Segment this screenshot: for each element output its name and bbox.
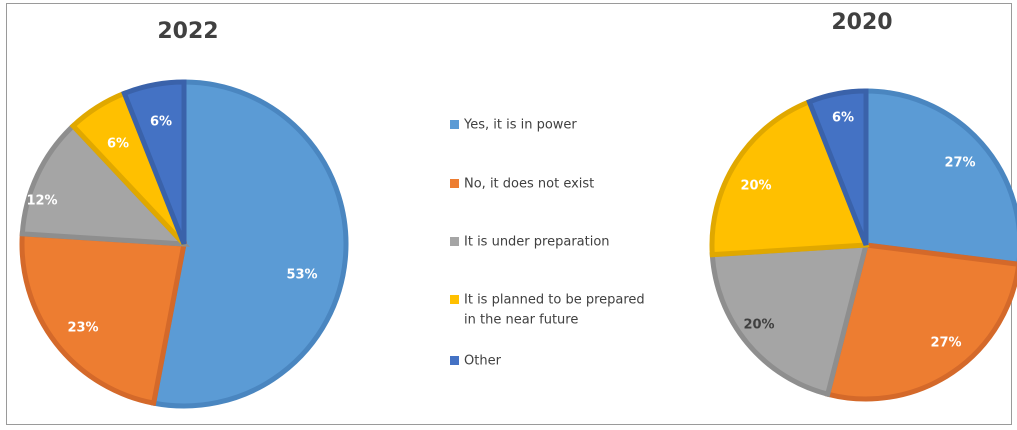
pie-2020-data-label-yes-it-is-in-power: 27% [944,156,975,171]
legend-label-other-line-1: Other [464,354,502,369]
pie-2022-slice-no-it-does-not-exist [19,231,187,407]
pie-2022-slice-it-is-under-preparation [19,122,191,247]
legend-swatch-it-is-planned-to-be-prepared-in-the-near-future [450,295,459,304]
legend-swatch-other [450,356,459,365]
pie-2022-data-label-it-is-under-preparation: 12% [26,194,57,209]
legend-label-it-is-planned-to-be-prepared-in-the-near-future-line-1: It is planned to be prepared [464,293,645,308]
chart-title-2022: 2022 [157,19,218,44]
pie-2020-data-label-no-it-does-not-exist: 27% [930,336,961,351]
legend-swatch-it-is-under-preparation [450,237,459,246]
pie-2020: 27% 27% 20% 20% 6% [709,88,1017,402]
pie-2022-data-label-no-it-does-not-exist: 23% [67,321,98,336]
legend-label-it-is-under-preparation-line-1: It is under preparation [464,235,610,250]
legend-label-it-is-planned-to-be-prepared-in-the-near-future-line-2: in the near future [464,313,578,328]
pie-2020-data-label-other: 6% [832,111,854,126]
legend-swatch-yes-it-is-in-power [450,120,459,129]
pie-2022-data-label-other: 6% [150,115,172,130]
pie-2020-slice-it-is-under-preparation [709,242,870,398]
pie-2020-data-label-it-is-under-preparation: 20% [743,318,774,333]
chart-title-2020: 2020 [831,10,892,35]
pie-2022-data-label-yes-it-is-in-power: 53% [286,268,317,283]
legend-label-no-it-does-not-exist-line-1: No, it does not exist [464,177,594,192]
legend: Yes, it is in power No, it does not exist… [450,118,645,369]
pie-2022-data-label-it-is-planned-to-be-prepared-in-the-near-future: 6% [107,137,129,152]
legend-swatch-no-it-does-not-exist [450,179,459,188]
pie-2020-data-label-it-is-planned-to-be-prepared-in-the-near-future: 20% [740,179,771,194]
pie-2022: 53% 23% 12% 6% 6% [19,79,349,409]
pie-2020-slice-yes-it-is-in-power [863,88,1017,267]
pie-2020-slice-it-is-planned-to-be-prepared-in-the-near-future [709,98,870,258]
legend-label-yes-it-is-in-power-line-1: Yes, it is in power [463,118,577,133]
pie-2022-slice-yes-it-is-in-power [150,79,349,409]
pie-2020-slice-no-it-does-not-exist [824,242,1017,402]
pie-2022-slice-other [121,79,187,245]
pie-2020-slice-other [806,88,869,246]
